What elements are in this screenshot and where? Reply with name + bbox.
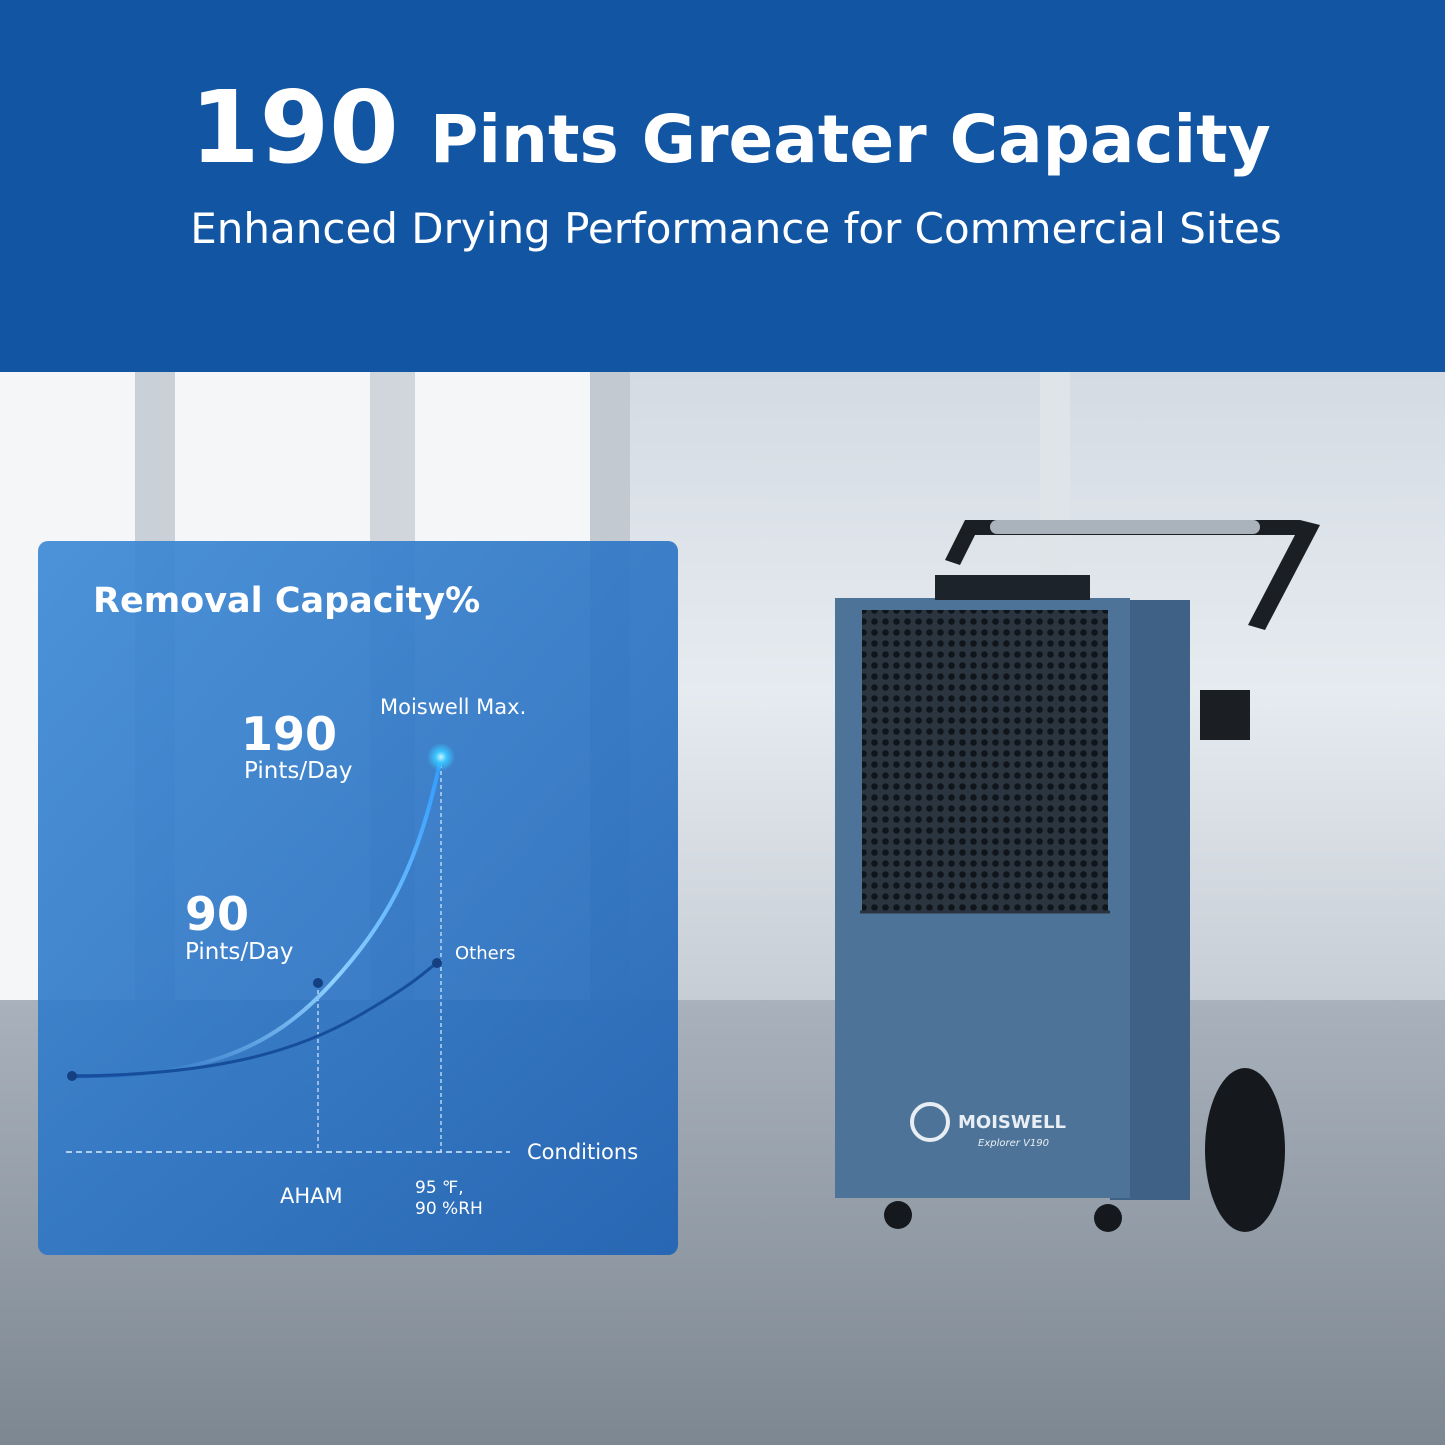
condition-label: 95 ℉, [415, 1178, 464, 1198]
title-number: 190 [190, 69, 399, 186]
curve-dot [67, 1071, 77, 1081]
axis-label: Conditions [527, 1140, 638, 1164]
header-band [0, 0, 1445, 372]
curve-dot [432, 958, 442, 968]
other-label: Others [455, 943, 516, 964]
curve-dot-glow [427, 743, 455, 771]
condition-label: AHAM [280, 1184, 343, 1208]
others-curve [71, 961, 438, 1078]
max-value: 190 [241, 707, 337, 761]
curve-dot [313, 978, 323, 988]
max-unit: Pints/Day [244, 758, 353, 784]
max-label: Moiswell Max. [380, 695, 526, 719]
subtitle: Enhanced Drying Performance for Commerci… [190, 204, 1282, 253]
product-image: MOISWELL Explorer V190 [835, 520, 1320, 1232]
title-text: Pints Greater Capacity [430, 101, 1271, 178]
other-value: 90 [185, 887, 249, 941]
panel-title: Removal Capacity% [93, 581, 480, 621]
other-unit: Pints/Day [185, 939, 294, 965]
model-label: Explorer V190 [978, 1138, 1049, 1149]
info-panel [38, 541, 678, 1255]
condition-label: 90 %RH [415, 1199, 483, 1219]
brand-logo: MOISWELL [958, 1112, 1066, 1133]
